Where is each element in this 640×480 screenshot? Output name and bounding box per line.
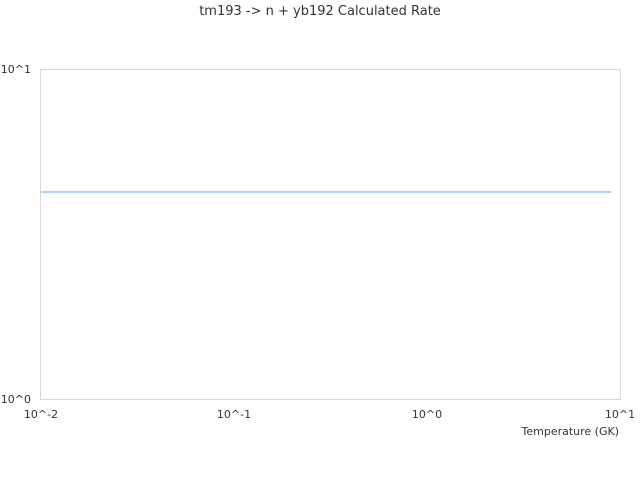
plot-area xyxy=(40,69,621,400)
chart-title: tm193 -> n + yb192 Calculated Rate xyxy=(199,4,441,19)
x-tick-label: 10^-2 xyxy=(24,408,58,421)
x-axis-label: Temperature (GK) xyxy=(521,425,620,438)
y-tick-label: 10^0 xyxy=(1,393,31,406)
x-tick-label: 10^-1 xyxy=(217,408,251,421)
x-tick-label: 10^1 xyxy=(605,408,635,421)
x-tick-label: 10^0 xyxy=(412,408,442,421)
y-tick-label: 10^1 xyxy=(1,63,31,76)
